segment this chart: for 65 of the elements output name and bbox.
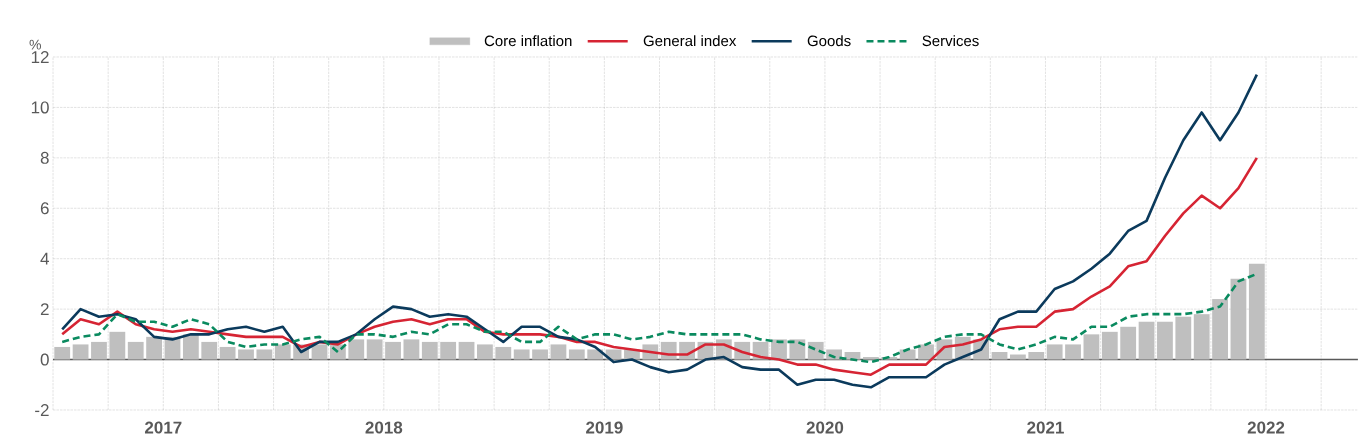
bar	[366, 339, 383, 360]
bar	[1138, 321, 1155, 360]
bar	[568, 349, 585, 360]
y-axis-title: %	[29, 39, 41, 50]
bar	[477, 344, 493, 360]
bar	[274, 344, 291, 360]
bar	[1193, 314, 1210, 360]
bar	[72, 344, 89, 360]
legend-label: Services	[922, 35, 979, 47]
bar	[91, 341, 107, 360]
bar	[421, 341, 438, 360]
x-tick-label: 2020	[806, 421, 844, 434]
bar	[495, 346, 512, 360]
y-tick-label: -2	[35, 404, 49, 416]
bar	[1212, 299, 1228, 360]
legend-label: Goods	[807, 35, 851, 47]
bar	[1157, 321, 1173, 360]
bar	[513, 349, 530, 360]
bar	[385, 341, 401, 360]
bar	[1065, 344, 1081, 360]
bar	[348, 339, 365, 360]
bar	[550, 344, 567, 360]
x-tick-label: 2021	[1027, 421, 1064, 434]
bar	[991, 352, 1008, 360]
y-tick-label: 8	[40, 151, 49, 164]
y-tick-label: 0	[40, 353, 49, 366]
x-tick-label: 2018	[365, 421, 403, 434]
bar	[605, 349, 622, 360]
bar	[219, 346, 236, 360]
bar	[440, 341, 457, 360]
y-tick-label: 12	[31, 51, 49, 63]
bar	[1230, 278, 1247, 360]
bar	[1120, 326, 1137, 360]
y-tick-label: 6	[40, 202, 49, 215]
legend-label: General index	[643, 35, 737, 47]
bar	[127, 341, 144, 360]
legend-label: Core inflation	[484, 35, 572, 47]
bar	[238, 349, 254, 360]
bar	[109, 331, 126, 360]
bar	[899, 349, 916, 360]
bar	[146, 336, 163, 360]
bar	[1083, 334, 1100, 360]
bar	[1248, 263, 1265, 360]
bar	[311, 344, 328, 360]
y-tick-label: 10	[31, 101, 49, 114]
bar	[1101, 331, 1118, 360]
bar	[403, 339, 420, 360]
y-tick-label: 4	[40, 252, 49, 265]
bar	[201, 341, 218, 360]
y-tick-label: 2	[40, 303, 49, 316]
bar	[54, 346, 71, 360]
x-tick-label: 2022	[1247, 421, 1285, 434]
bar	[256, 349, 273, 360]
bar	[1046, 344, 1063, 360]
x-tick-label: 2017	[144, 421, 182, 434]
bar	[789, 339, 806, 360]
bar	[1175, 316, 1192, 360]
bar	[1028, 352, 1045, 360]
bar	[182, 334, 199, 360]
bar	[1010, 354, 1026, 360]
bar	[458, 341, 475, 360]
bar	[918, 344, 934, 360]
bar	[532, 349, 548, 360]
x-tick-label: 2019	[586, 421, 623, 434]
bar	[862, 357, 879, 360]
